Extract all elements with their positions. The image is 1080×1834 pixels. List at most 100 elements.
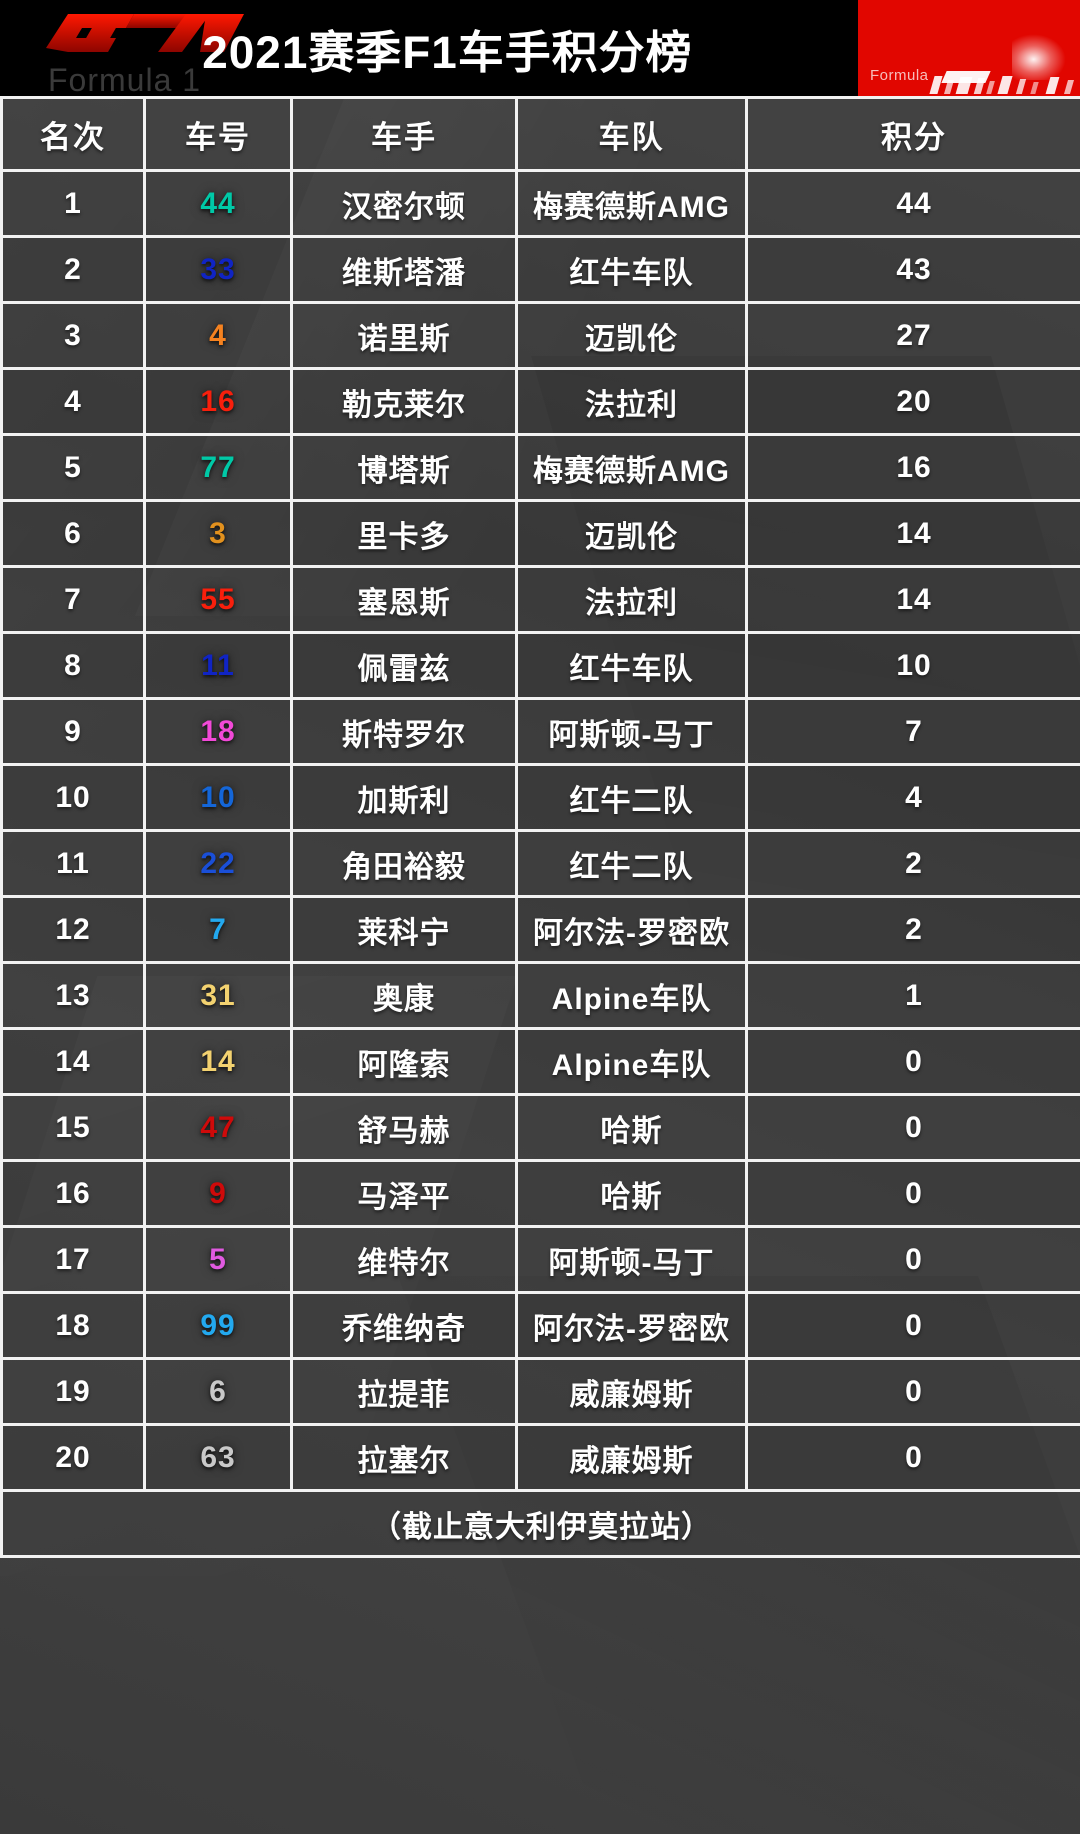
cell-rank: 5 xyxy=(0,433,146,502)
cell-points: 44 xyxy=(745,169,1080,238)
cell-driver-name: 阿隆索 xyxy=(290,1027,518,1096)
cell-points: 10 xyxy=(745,631,1080,700)
cell-team-name: 迈凯伦 xyxy=(515,499,748,568)
standings-table-container: 名次 车号 车手 车队 积分 1 44 汉密尔顿 梅赛德斯AMG 44 2 33 维斯塔潘 红牛… xyxy=(0,96,1080,1834)
cell-rank: 14 xyxy=(0,1027,146,1096)
cell-car-number: 55 xyxy=(143,565,293,634)
table-row: 9 18 斯特罗尔 阿斯顿-马丁 7 xyxy=(0,697,1080,766)
cell-driver-name: 维特尔 xyxy=(290,1225,518,1294)
cell-team-name: 红牛车队 xyxy=(515,235,748,304)
table-row: 3 4 诺里斯 迈凯伦 27 xyxy=(0,301,1080,370)
cell-car-number: 3 xyxy=(143,499,293,568)
cell-rank: 13 xyxy=(0,961,146,1030)
cell-driver-name: 角田裕毅 xyxy=(290,829,518,898)
cell-team-name: 威廉姆斯 xyxy=(515,1423,748,1492)
table-row: 5 77 博塔斯 梅赛德斯AMG 16 xyxy=(0,433,1080,502)
cell-driver-name: 里卡多 xyxy=(290,499,518,568)
cell-team-name: 威廉姆斯 xyxy=(515,1357,748,1426)
car-number-value: 3 xyxy=(209,516,227,550)
cell-rank: 12 xyxy=(0,895,146,964)
cell-rank: 6 xyxy=(0,499,146,568)
cell-car-number: 5 xyxy=(143,1225,293,1294)
table-footer: （截止意大利伊莫拉站） xyxy=(0,1489,1080,1558)
table-row: 14 14 阿隆索 Alpine车队 0 xyxy=(0,1027,1080,1096)
table-row: 8 11 佩雷兹 红牛车队 10 xyxy=(0,631,1080,700)
page-header: Formula 1 2021赛季F1车手积分榜 Formula xyxy=(0,0,1080,96)
cell-points: 7 xyxy=(745,697,1080,766)
cell-points: 0 xyxy=(745,1159,1080,1228)
cell-rank: 11 xyxy=(0,829,146,898)
cell-rank: 1 xyxy=(0,169,146,238)
header-red-banner: Formula xyxy=(858,0,1080,96)
column-header-driver: 车手 xyxy=(290,96,518,172)
table-row: 16 9 马泽平 哈斯 0 xyxy=(0,1159,1080,1228)
cell-team-name: 法拉利 xyxy=(515,367,748,436)
cell-points: 14 xyxy=(745,565,1080,634)
footer-note: （截止意大利伊莫拉站） xyxy=(0,1489,1080,1558)
cell-points: 14 xyxy=(745,499,1080,568)
cell-car-number: 16 xyxy=(143,367,293,436)
cell-driver-name: 博塔斯 xyxy=(290,433,518,502)
cell-car-number: 63 xyxy=(143,1423,293,1492)
cell-points: 0 xyxy=(745,1291,1080,1360)
table-row: 13 31 奥康 Alpine车队 1 xyxy=(0,961,1080,1030)
cell-rank: 2 xyxy=(0,235,146,304)
table-row: 6 3 里卡多 迈凯伦 14 xyxy=(0,499,1080,568)
column-header-team: 车队 xyxy=(515,96,748,172)
car-number-value: 63 xyxy=(200,1440,236,1474)
cell-car-number: 33 xyxy=(143,235,293,304)
cell-team-name: 哈斯 xyxy=(515,1159,748,1228)
cell-points: 43 xyxy=(745,235,1080,304)
car-number-value: 47 xyxy=(200,1110,236,1144)
f1-wordmark-text: Formula 1 xyxy=(48,62,202,96)
cell-car-number: 14 xyxy=(143,1027,293,1096)
column-header-rank: 名次 xyxy=(0,96,146,172)
car-number-value: 44 xyxy=(200,186,236,220)
cell-car-number: 99 xyxy=(143,1291,293,1360)
car-number-value: 16 xyxy=(200,384,236,418)
banner-glow-icon xyxy=(1012,34,1066,80)
cell-points: 0 xyxy=(745,1423,1080,1492)
cell-rank: 10 xyxy=(0,763,146,832)
cell-car-number: 9 xyxy=(143,1159,293,1228)
cell-car-number: 11 xyxy=(143,631,293,700)
table-header: 名次 车号 车手 车队 积分 xyxy=(0,96,1080,172)
page-title-text: 2021赛季F1车手积分榜 xyxy=(201,26,693,78)
table-row: 18 99 乔维纳奇 阿尔法-罗密欧 0 xyxy=(0,1291,1080,1360)
cell-driver-name: 汉密尔顿 xyxy=(290,169,518,238)
cell-points: 20 xyxy=(745,367,1080,436)
cell-driver-name: 乔维纳奇 xyxy=(290,1291,518,1360)
cell-team-name: Alpine车队 xyxy=(515,1027,748,1096)
cell-points: 2 xyxy=(745,895,1080,964)
table-footer-row: （截止意大利伊莫拉站） xyxy=(0,1489,1080,1558)
column-header-number: 车号 xyxy=(143,96,293,172)
cell-car-number: 7 xyxy=(143,895,293,964)
cell-team-name: 梅赛德斯AMG xyxy=(515,433,748,502)
table-body: 1 44 汉密尔顿 梅赛德斯AMG 44 2 33 维斯塔潘 红牛车队 43 3 4 诺里斯 迈凯伦 27 4… xyxy=(0,169,1080,1492)
cell-driver-name: 斯特罗尔 xyxy=(290,697,518,766)
f1-mark-icon xyxy=(38,8,253,60)
cell-team-name: 阿斯顿-马丁 xyxy=(515,697,748,766)
cell-driver-name: 拉提菲 xyxy=(290,1357,518,1426)
cell-rank: 9 xyxy=(0,697,146,766)
car-number-value: 5 xyxy=(209,1242,227,1276)
cell-points: 0 xyxy=(745,1093,1080,1162)
cell-team-name: 红牛车队 xyxy=(515,631,748,700)
cell-driver-name: 舒马赫 xyxy=(290,1093,518,1162)
table-row: 4 16 勒克莱尔 法拉利 20 xyxy=(0,367,1080,436)
table-row: 15 47 舒马赫 哈斯 0 xyxy=(0,1093,1080,1162)
table-row: 10 10 加斯利 红牛二队 4 xyxy=(0,763,1080,832)
cell-team-name: 阿尔法-罗密欧 xyxy=(515,895,748,964)
car-number-value: 55 xyxy=(200,582,236,616)
cell-team-name: 阿尔法-罗密欧 xyxy=(515,1291,748,1360)
cell-rank: 15 xyxy=(0,1093,146,1162)
cell-team-name: 法拉利 xyxy=(515,565,748,634)
table-header-row: 名次 车号 车手 车队 积分 xyxy=(0,96,1080,172)
cell-points: 4 xyxy=(745,763,1080,832)
cell-rank: 4 xyxy=(0,367,146,436)
cell-points: 0 xyxy=(745,1225,1080,1294)
cell-points: 0 xyxy=(745,1027,1080,1096)
cell-car-number: 6 xyxy=(143,1357,293,1426)
table-row: 12 7 莱科宁 阿尔法-罗密欧 2 xyxy=(0,895,1080,964)
